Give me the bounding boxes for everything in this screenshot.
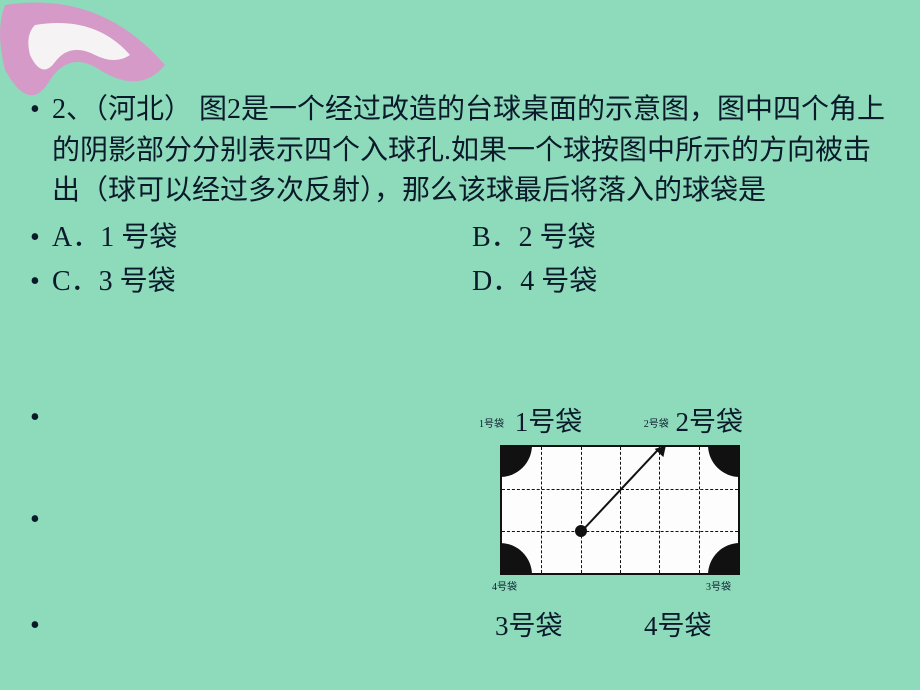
- pocket: [708, 445, 740, 477]
- billiard-figure: [500, 445, 740, 575]
- small-bottom-left: 4号袋: [492, 578, 517, 593]
- option-b: B．2 号袋: [472, 218, 596, 259]
- question-text: 2、（河北） 图2是一个经过改造的台球桌面的示意图，图中四个角上的阴影部分分别表…: [52, 90, 892, 212]
- option-d: D．4 号袋: [472, 262, 597, 303]
- option-c: C．3 号袋: [52, 266, 176, 297]
- label-bag4: 4号袋: [644, 611, 712, 641]
- slide-content: • 2、（河北） 图2是一个经过改造的台球桌面的示意图，图中四个角上的阴影部分分…: [30, 90, 890, 303]
- bullet-icon: •: [30, 90, 40, 131]
- pocket: [708, 543, 740, 575]
- question-prefix: 2、（河北）: [52, 94, 199, 125]
- figure-top-labels: 1号袋 1号袋 2号袋 2号袋: [483, 400, 743, 439]
- arrowhead-icon: [655, 442, 671, 458]
- option-a: A．1 号袋: [52, 222, 177, 253]
- bullet-icon: •: [30, 500, 40, 541]
- label-bag3: 3号袋: [495, 611, 563, 641]
- bullet-icon: •: [30, 218, 40, 259]
- label-bag2: 2号袋: [676, 407, 744, 437]
- pocket: [500, 543, 532, 575]
- small-label-2: 2号袋: [644, 419, 669, 430]
- bullet-icon: •: [30, 262, 40, 303]
- pocket: [500, 445, 532, 477]
- small-bottom-right: 3号袋: [706, 578, 731, 593]
- bullet-icon: •: [30, 398, 40, 439]
- label-bag1: 1号袋: [515, 407, 583, 437]
- options-block: • A．1 号袋 B．2 号袋 • C．3 号袋 D．4 号袋: [52, 218, 890, 303]
- figure-bottom-labels: 3号袋 4号袋: [495, 604, 712, 643]
- bullet-icon: •: [30, 606, 40, 647]
- small-label-1: 1号袋: [479, 419, 504, 430]
